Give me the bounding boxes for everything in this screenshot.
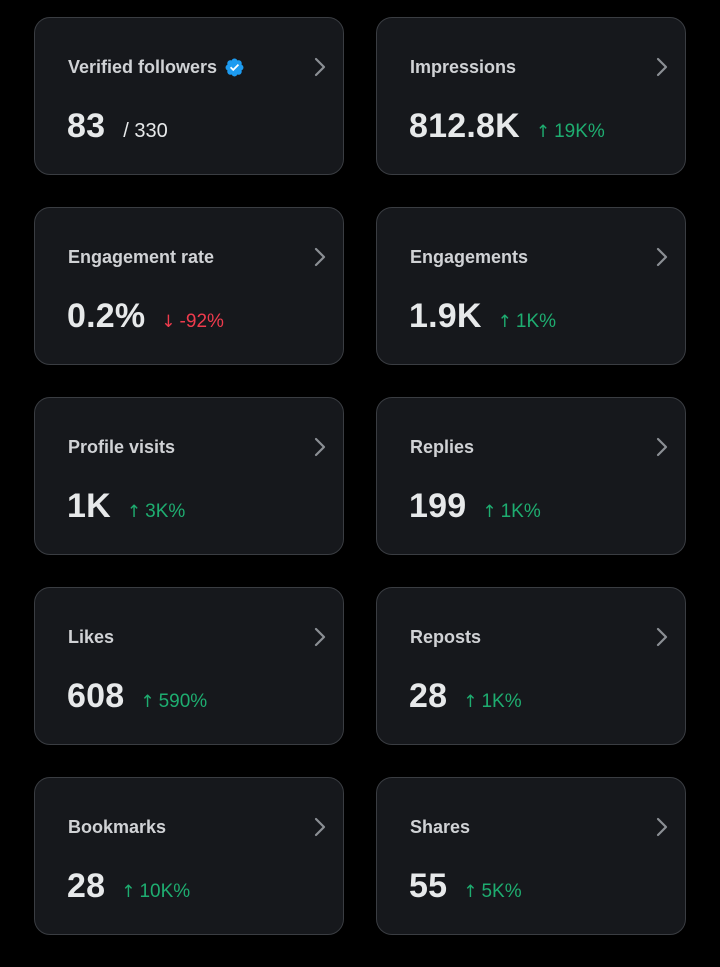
metric-card-reposts[interactable]: Reposts 28 ↑ 1K% (376, 587, 686, 745)
metric-change: ↑ 1K% (498, 310, 556, 334)
metric-value-row: 28 ↑ 10K% (67, 866, 190, 910)
metric-value-row: 55 ↑ 5K% (409, 866, 522, 910)
metric-change: ↑ 3K% (127, 500, 185, 524)
metric-change-value: 590% (158, 691, 208, 712)
arrow-up-icon: ↑ (140, 692, 155, 712)
arrow-up-icon: ↑ (497, 312, 512, 332)
metric-change-value: 10K% (139, 881, 191, 902)
metric-value: 0.2% (67, 297, 146, 335)
arrow-up-icon: ↑ (535, 122, 551, 142)
arrow-up-icon: ↑ (463, 882, 478, 902)
metric-change-value: 1K% (481, 691, 522, 712)
metrics-grid: Verified followers 83 / 330 Impressions … (34, 17, 686, 935)
metric-label: Impressions (410, 57, 517, 77)
metric-value-row: 83 / 330 (67, 106, 168, 150)
chevron-right-icon (314, 247, 326, 267)
metric-change-value: 1K% (500, 501, 541, 522)
metric-card-profile-visits[interactable]: Profile visits 1K ↑ 3K% (34, 397, 344, 555)
arrow-up-icon: ↑ (126, 502, 142, 522)
metric-value-row: 0.2% ↓ -92% (67, 296, 224, 340)
metric-value-row: 812.8K ↑ 19K% (409, 106, 605, 150)
metric-card-replies[interactable]: Replies 199 ↑ 1K% (376, 397, 686, 555)
metric-total: / 330 (123, 120, 168, 142)
metric-value: 199 (409, 487, 467, 525)
metric-card-bookmarks[interactable]: Bookmarks 28 ↑ 10K% (34, 777, 344, 935)
metric-change-value: 5K% (481, 881, 522, 902)
metric-value: 608 (67, 677, 125, 715)
arrow-up-icon: ↑ (121, 882, 136, 902)
metric-value: 55 (409, 867, 448, 905)
metric-card-shares[interactable]: Shares 55 ↑ 5K% (376, 777, 686, 935)
arrow-down-icon: ↓ (161, 312, 176, 332)
chevron-right-icon (314, 57, 326, 77)
metric-card-engagements[interactable]: Engagements 1.9K ↑ 1K% (376, 207, 686, 365)
metric-label: Engagement rate (68, 247, 215, 267)
metric-value: 1.9K (409, 297, 482, 335)
metric-change: ↑ 1K% (463, 690, 521, 714)
arrow-up-icon: ↑ (482, 502, 497, 522)
metric-change-value: 3K% (145, 501, 186, 522)
metric-change: ↓ -92% (161, 310, 224, 334)
metric-card-likes[interactable]: Likes 608 ↑ 590% (34, 587, 344, 745)
metric-value: 28 (409, 677, 448, 715)
metric-value-row: 199 ↑ 1K% (409, 486, 541, 530)
metric-value-row: 1.9K ↑ 1K% (409, 296, 556, 340)
metric-change-value: 19K% (554, 121, 605, 142)
metric-value-row: 1K ↑ 3K% (67, 486, 185, 530)
metric-value-row: 28 ↑ 1K% (409, 676, 522, 720)
metric-label: Reposts (410, 627, 482, 647)
metric-value: 28 (67, 867, 106, 905)
chevron-right-icon (656, 57, 668, 77)
metric-change: ↑ 5K% (463, 880, 521, 904)
metric-value: 83 (67, 107, 106, 145)
metric-change: ↑ 10K% (121, 880, 190, 904)
metric-card-impressions[interactable]: Impressions 812.8K ↑ 19K% (376, 17, 686, 175)
metric-value: 1K (67, 487, 111, 525)
metric-label: Profile visits (68, 437, 176, 457)
chevron-right-icon (314, 437, 326, 457)
metric-change: ↑ 1K% (482, 500, 540, 524)
chevron-right-icon (656, 627, 668, 647)
verified-badge-icon (225, 58, 244, 76)
chevron-right-icon (656, 247, 668, 267)
arrow-up-icon: ↑ (463, 692, 478, 712)
metric-change: ↑ 590% (140, 690, 207, 714)
metric-value-row: 608 ↑ 590% (67, 676, 207, 720)
metric-label: Replies (410, 437, 475, 457)
metric-card-verified-followers[interactable]: Verified followers 83 / 330 (34, 17, 344, 175)
metric-change: ↑ 19K% (536, 120, 605, 144)
metric-value: 812.8K (409, 107, 520, 145)
metric-change-value: 1K% (515, 311, 557, 332)
chevron-right-icon (656, 817, 668, 837)
metric-label: Verified followers (68, 56, 245, 78)
metric-label: Shares (410, 817, 471, 837)
metric-label: Bookmarks (68, 817, 167, 837)
chevron-right-icon (656, 437, 668, 457)
chevron-right-icon (314, 627, 326, 647)
metric-label: Likes (68, 627, 115, 647)
metric-label: Engagements (410, 247, 529, 267)
metric-label-text: Verified followers (68, 57, 218, 77)
chevron-right-icon (314, 817, 326, 837)
metric-change-value: -92% (179, 311, 224, 332)
metric-card-engagement-rate[interactable]: Engagement rate 0.2% ↓ -92% (34, 207, 344, 365)
